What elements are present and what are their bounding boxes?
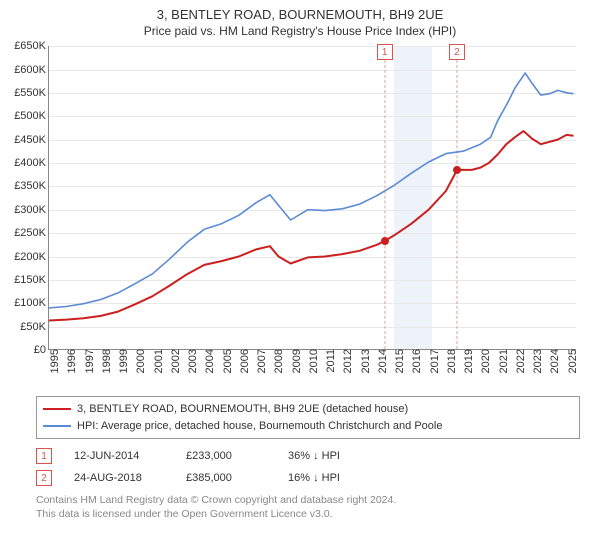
x-tick-label: 2017 <box>425 349 441 373</box>
x-tick-label: 2001 <box>149 349 165 373</box>
x-tick-label: 2008 <box>269 349 285 373</box>
x-tick-label: 2007 <box>252 349 268 373</box>
x-tick-label: 2000 <box>131 349 147 373</box>
y-tick-label: £200K <box>7 251 49 263</box>
y-tick-label: £0 <box>7 344 49 356</box>
x-tick-label: 2006 <box>235 349 251 373</box>
series-hpi <box>49 73 574 308</box>
x-tick-label: 2003 <box>183 349 199 373</box>
x-tick-label: 2024 <box>545 349 561 373</box>
legend: 3, BENTLEY ROAD, BOURNEMOUTH, BH9 2UE (d… <box>36 396 580 439</box>
x-tick-label: 2022 <box>511 349 527 373</box>
legend-row: HPI: Average price, detached house, Bour… <box>43 418 573 435</box>
x-tick-label: 2011 <box>321 349 337 373</box>
y-tick-label: £450K <box>7 134 49 146</box>
sale-badge: 2 <box>36 470 52 486</box>
x-tick-label: 1996 <box>62 349 78 373</box>
footer-line2: This data is licensed under the Open Gov… <box>36 507 580 521</box>
legend-swatch <box>43 408 71 410</box>
footer-line1: Contains HM Land Registry data © Crown c… <box>36 493 580 507</box>
x-tick-label: 2002 <box>166 349 182 373</box>
sale-badge: 1 <box>36 448 52 464</box>
x-tick-label: 2023 <box>528 349 544 373</box>
x-tick-label: 2004 <box>200 349 216 373</box>
y-tick-label: £650K <box>7 40 49 52</box>
sale-marker <box>381 237 389 245</box>
y-tick-label: £500K <box>7 110 49 122</box>
series-svg <box>49 46 577 350</box>
chart-area: £0£50K£100K£150K£200K£250K£300K£350K£400… <box>36 42 596 394</box>
sale-marker <box>453 166 461 174</box>
y-tick-label: £400K <box>7 157 49 169</box>
x-tick-label: 1997 <box>80 349 96 373</box>
x-tick-label: 2009 <box>287 349 303 373</box>
x-tick-label: 2021 <box>494 349 510 373</box>
x-tick-label: 2019 <box>459 349 475 373</box>
legend-row: 3, BENTLEY ROAD, BOURNEMOUTH, BH9 2UE (d… <box>43 401 573 418</box>
sale-delta: 16% ↓ HPI <box>288 472 368 484</box>
chart-title: 3, BENTLEY ROAD, BOURNEMOUTH, BH9 2UE <box>0 0 600 24</box>
x-tick-label: 2010 <box>304 349 320 373</box>
sale-price: £233,000 <box>186 450 266 462</box>
sale-delta: 36% ↓ HPI <box>288 450 368 462</box>
chart-subtitle: Price paid vs. HM Land Registry's House … <box>0 24 600 42</box>
x-tick-label: 2020 <box>476 349 492 373</box>
y-tick-label: £150K <box>7 274 49 286</box>
y-tick-label: £550K <box>7 87 49 99</box>
y-tick-label: £250K <box>7 227 49 239</box>
series-price_paid <box>49 131 574 320</box>
x-tick-label: 2025 <box>563 349 579 373</box>
x-tick-label: 2015 <box>390 349 406 373</box>
sale-date: 24-AUG-2018 <box>74 472 164 484</box>
x-tick-label: 2013 <box>356 349 372 373</box>
sale-row: 2 24-AUG-2018 £385,000 16% ↓ HPI <box>36 467 580 489</box>
legend-label: HPI: Average price, detached house, Bour… <box>77 418 442 435</box>
x-tick-label: 2012 <box>338 349 354 373</box>
y-tick-label: £350K <box>7 180 49 192</box>
sale-price: £385,000 <box>186 472 266 484</box>
footer: Contains HM Land Registry data © Crown c… <box>36 493 580 521</box>
y-tick-label: £300K <box>7 204 49 216</box>
y-tick-label: £100K <box>7 297 49 309</box>
x-tick-label: 2014 <box>373 349 389 373</box>
sale-row: 1 12-JUN-2014 £233,000 36% ↓ HPI <box>36 445 580 467</box>
x-tick-label: 2016 <box>407 349 423 373</box>
sale-date: 12-JUN-2014 <box>74 450 164 462</box>
sales-table: 1 12-JUN-2014 £233,000 36% ↓ HPI 2 24-AUG-201… <box>36 445 580 489</box>
legend-swatch <box>43 425 71 427</box>
plot-region: £0£50K£100K£150K£200K£250K£300K£350K£400… <box>48 46 576 350</box>
x-tick-label: 1999 <box>114 349 130 373</box>
x-tick-label: 1998 <box>97 349 113 373</box>
legend-label: 3, BENTLEY ROAD, BOURNEMOUTH, BH9 2UE (d… <box>77 401 408 418</box>
x-tick-label: 2018 <box>442 349 458 373</box>
y-tick-label: £600K <box>7 64 49 76</box>
x-tick-label: 2005 <box>218 349 234 373</box>
x-tick-label: 1995 <box>45 349 61 373</box>
y-tick-label: £50K <box>7 321 49 333</box>
